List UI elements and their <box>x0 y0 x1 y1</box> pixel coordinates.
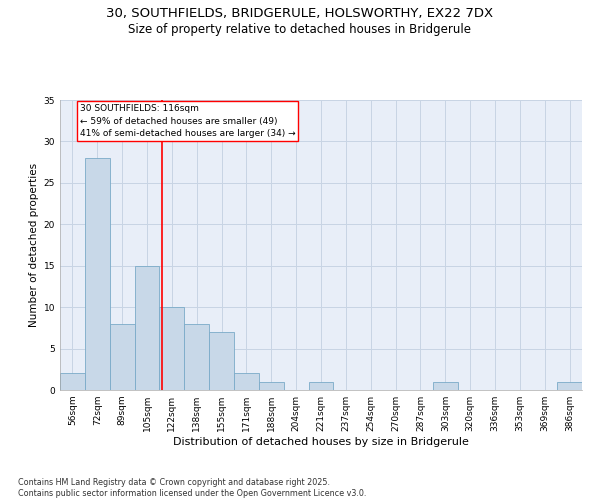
Bar <box>234 374 259 390</box>
X-axis label: Distribution of detached houses by size in Bridgerule: Distribution of detached houses by size … <box>173 437 469 447</box>
Bar <box>85 158 110 390</box>
Y-axis label: Number of detached properties: Number of detached properties <box>29 163 40 327</box>
Bar <box>557 382 582 390</box>
Text: 30 SOUTHFIELDS: 116sqm
← 59% of detached houses are smaller (49)
41% of semi-det: 30 SOUTHFIELDS: 116sqm ← 59% of detached… <box>80 104 296 138</box>
Bar <box>433 382 458 390</box>
Bar <box>308 382 334 390</box>
Bar <box>60 374 85 390</box>
Bar <box>184 324 209 390</box>
Bar <box>259 382 284 390</box>
Bar <box>134 266 160 390</box>
Text: 30, SOUTHFIELDS, BRIDGERULE, HOLSWORTHY, EX22 7DX: 30, SOUTHFIELDS, BRIDGERULE, HOLSWORTHY,… <box>106 8 494 20</box>
Bar <box>110 324 134 390</box>
Text: Size of property relative to detached houses in Bridgerule: Size of property relative to detached ho… <box>128 22 472 36</box>
Bar <box>160 307 184 390</box>
Bar <box>209 332 234 390</box>
Text: Contains HM Land Registry data © Crown copyright and database right 2025.
Contai: Contains HM Land Registry data © Crown c… <box>18 478 367 498</box>
